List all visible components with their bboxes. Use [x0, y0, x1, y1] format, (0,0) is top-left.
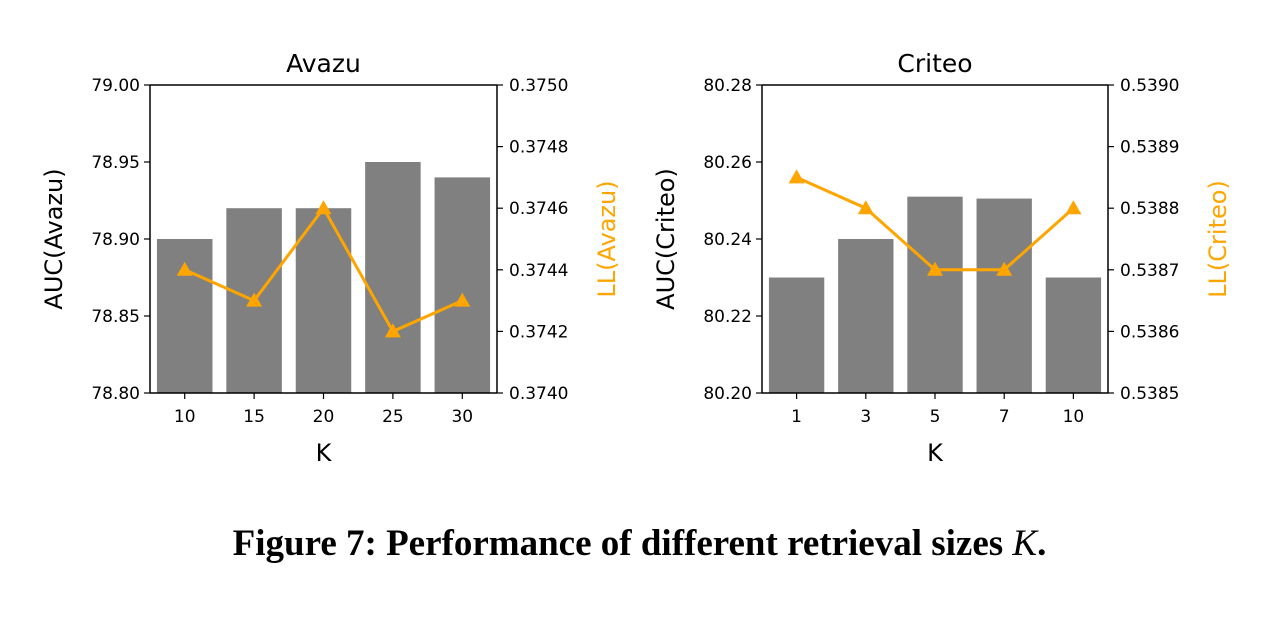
y-axis-label: AUC(Criteo)	[652, 168, 680, 310]
right-tick-label: 0.3742	[509, 322, 568, 342]
bar-7	[976, 198, 1032, 393]
right-tick-label: 0.3748	[509, 138, 568, 158]
y2-axis-label: LL(Criteo)	[1204, 180, 1232, 298]
x-tick-label: 10	[174, 407, 196, 427]
ll-point-1	[788, 169, 805, 184]
right-tick-label: 0.5385	[1120, 384, 1179, 404]
x-axis-label: K	[316, 439, 333, 467]
right-tick-label: 0.3746	[509, 199, 568, 219]
x-tick-label: 20	[313, 407, 335, 427]
bar-5	[907, 196, 963, 393]
ll-point-3	[857, 200, 874, 215]
bar-3	[838, 239, 894, 393]
right-tick-label: 0.5389	[1120, 138, 1179, 158]
bar-25	[365, 162, 421, 393]
ll-point-10	[1065, 200, 1082, 215]
ll-point-5	[927, 261, 943, 276]
left-tick-label: 78.95	[91, 153, 140, 173]
chart-title: Avazu	[286, 49, 361, 78]
x-tick-label: 10	[1063, 407, 1085, 427]
ll-point-10	[176, 261, 193, 276]
right-tick-label: 0.5390	[1120, 76, 1179, 96]
right-tick-label: 0.3750	[509, 76, 568, 96]
right-tick-label: 0.3740	[509, 384, 568, 404]
y2-axis-label: LL(Avazu)	[593, 180, 621, 297]
caption-text: Figure 7: Performance of different retri…	[232, 523, 1013, 564]
right-tick-label: 0.3744	[509, 261, 568, 281]
ll-point-7	[996, 261, 1013, 276]
caption-suffix: .	[1037, 523, 1047, 564]
chart-title: Criteo	[897, 49, 972, 78]
chart-avazu: 78.80 78.85 78.90 78.95 79.00 0.3740 0.3742 0.3…	[40, 49, 621, 467]
ll-point-20	[315, 200, 332, 215]
x-tick-label: 30	[451, 407, 473, 427]
x-tick-label: 5	[930, 407, 941, 427]
y-axis-label: AUC(Avazu)	[40, 168, 68, 309]
ll-point-25	[384, 323, 401, 338]
ll-point-15	[246, 292, 263, 307]
x-tick-label: 25	[382, 407, 404, 427]
caption-variable: K	[1012, 523, 1038, 564]
figure-canvas: 78.80 78.85 78.90 78.95 79.00 0.3740 0.3742 0.3…	[40, 49, 1232, 467]
left-tick-label: 78.85	[91, 307, 140, 327]
left-tick-label: 80.22	[703, 307, 752, 327]
x-tick-label: 3	[860, 407, 871, 427]
chart-criteo: 80.20 80.22 80.24 80.26 80.28 0.5385 0.5386 0.5…	[652, 49, 1232, 467]
bar-30	[434, 177, 491, 393]
left-tick-label: 80.26	[703, 153, 752, 173]
left-tick-label: 80.24	[703, 230, 752, 250]
left-tick-label: 79.00	[91, 76, 140, 96]
right-tick-label: 0.5388	[1120, 199, 1179, 219]
ll-point-30	[454, 292, 471, 307]
left-tick-label: 78.90	[91, 230, 140, 250]
left-tick-label: 78.80	[91, 384, 140, 404]
bar-10	[1045, 277, 1102, 393]
right-tick-label: 0.5386	[1120, 322, 1179, 342]
x-tick-label: 7	[999, 407, 1010, 427]
figure-caption: Figure 7: Performance of different retri…	[0, 522, 1279, 565]
x-tick-label: 15	[243, 407, 265, 427]
right-tick-label: 0.5387	[1120, 261, 1179, 281]
left-tick-label: 80.28	[703, 76, 752, 96]
bar-1	[768, 277, 825, 393]
left-tick-label: 80.20	[703, 384, 752, 404]
x-tick-label: 1	[791, 407, 802, 427]
x-axis-label: K	[927, 439, 944, 467]
